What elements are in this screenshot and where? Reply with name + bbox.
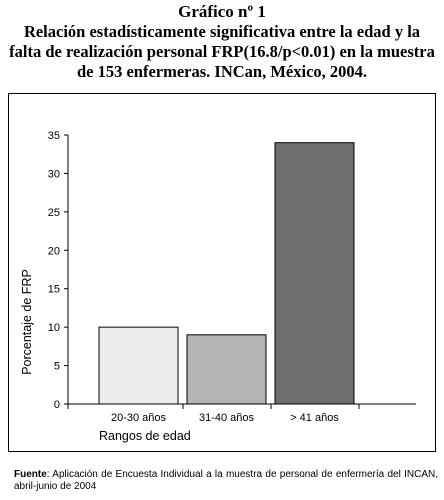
x-tick-label: > 41 años (290, 412, 339, 424)
x-axis-title: Rangos de edad (99, 429, 191, 443)
y-axis: 0 5 10 15 20 25 30 35 (48, 130, 69, 411)
y-tick-label: 0 (54, 399, 60, 411)
source-note: Fuente: Aplicación de Encuesta Individua… (14, 469, 438, 493)
x-tick-label: 20-30 años (111, 412, 167, 424)
y-tick-label: 20 (48, 245, 60, 257)
source-text: : Aplicación de Encuesta Individual a la… (14, 469, 438, 492)
y-tick-label: 35 (48, 130, 60, 142)
y-tick-label: 15 (48, 284, 60, 296)
figure-caption: Relación estadísticamente significativa … (9, 22, 435, 81)
chart-frame: 0 5 10 15 20 25 30 35 20-30 años 31-40 años > 41 … (8, 93, 436, 452)
x-axis (67, 403, 416, 409)
y-axis-title: Porcentaje de FRP (20, 269, 34, 375)
source-label: Fuente (14, 469, 47, 480)
figure-number: Gráfico nº 1 (178, 2, 266, 21)
figure-header: Gráfico nº 1 Relación estadísticamente s… (0, 2, 444, 82)
y-tick-label: 5 (54, 361, 60, 373)
bar-2 (186, 334, 267, 405)
x-tick-labels: 20-30 años 31-40 años > 41 años (111, 412, 339, 424)
x-tick-label: 31-40 años (199, 412, 255, 424)
y-tick-label: 10 (48, 322, 60, 334)
y-tick-label: 30 (48, 168, 60, 180)
bar-chart: 0 5 10 15 20 25 30 35 20-30 años 31-40 años > 41 … (20, 130, 416, 443)
bar-1 (98, 326, 179, 405)
bar-3 (274, 142, 355, 405)
y-tick-label: 25 (48, 207, 60, 219)
bars (98, 142, 355, 405)
